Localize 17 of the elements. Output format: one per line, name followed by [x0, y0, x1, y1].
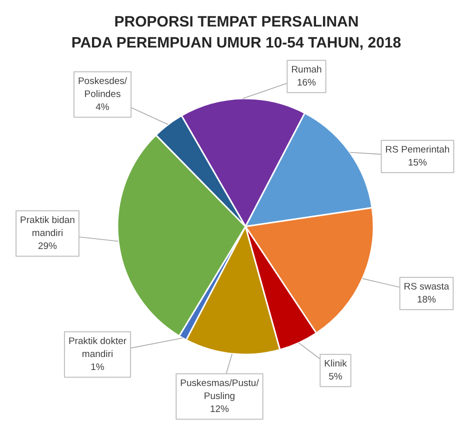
slice-label: RS swasta	[404, 281, 450, 292]
data-label: 18%	[416, 294, 437, 306]
data-label: 1%	[90, 362, 105, 374]
slice-label: RS Pemerintah	[385, 144, 450, 156]
data-label: 5%	[328, 372, 343, 383]
slice-label: Poskesdes/Polindes	[78, 76, 128, 100]
data-label: 16%	[296, 78, 317, 89]
slice-label: Praktik bidan mandiri	[20, 214, 75, 239]
slice-label: Klinik	[324, 358, 348, 370]
slice-label: Rumah	[291, 64, 322, 76]
data-label: 4%	[96, 102, 110, 114]
data-label: 15%	[408, 158, 428, 169]
data-label: 12%	[210, 404, 230, 416]
chart-title: PROPORSI TEMPAT PERSALINAN PADA PEREMPUAN UMUR 10-54 TAHUN, 2018	[71, 13, 402, 52]
slice-label: Praktik dokter mandiri	[68, 336, 127, 360]
data-label: 29%	[38, 241, 58, 252]
slice-label: Puskesmas/Pustu/Pusling	[180, 378, 260, 402]
